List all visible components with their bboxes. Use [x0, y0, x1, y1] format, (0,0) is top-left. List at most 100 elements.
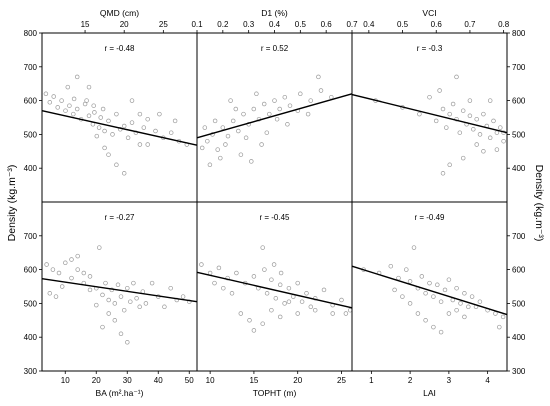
data-point [433, 118, 439, 124]
data-point [407, 301, 413, 306]
correlation-label-lai: r = -0.49 [414, 213, 445, 222]
data-point [44, 262, 49, 267]
data-point [298, 91, 303, 97]
data-point [500, 314, 506, 320]
data-point [247, 318, 252, 323]
trend-line-ba [41, 278, 198, 303]
data-point [419, 274, 425, 279]
x-tick-label: 0.2 [217, 20, 229, 29]
data-point [447, 162, 452, 168]
data-point [308, 304, 314, 310]
data-point [277, 314, 283, 320]
data-point [487, 135, 493, 141]
data-point [187, 299, 192, 304]
data-point [53, 294, 59, 299]
data-point [438, 299, 444, 304]
y-tick-label: 500 [512, 299, 526, 308]
panel-lai: r = -0.49 1 2 3 4 LAI 400 500 600 700 [351, 201, 526, 398]
data-point [282, 301, 287, 306]
y-tick-label: 700 [512, 63, 526, 72]
x-axis-label-lai: LAI [423, 388, 436, 398]
trend-line-topht [196, 271, 353, 309]
data-point [110, 132, 115, 137]
panel-topht: r = -0.45 10 15 20 25 TOPHT (m) [196, 201, 353, 398]
data-point [55, 105, 60, 110]
data-point [469, 294, 475, 299]
data-point [141, 125, 147, 130]
x-tick-label: 1 [369, 376, 374, 385]
data-point [431, 294, 436, 299]
data-point [128, 299, 133, 304]
data-point [212, 118, 218, 124]
data-point [487, 98, 493, 103]
data-point [137, 111, 143, 117]
data-point [65, 84, 71, 90]
data-point [230, 118, 236, 124]
data-point [423, 291, 428, 296]
x-axis-label-d1: D1 (%) [261, 8, 288, 18]
x-tick-label: 25 [159, 20, 168, 29]
data-point [205, 138, 210, 144]
x-tick-label: 50 [185, 376, 194, 385]
data-point [172, 118, 178, 124]
x-tick-label: 40 [154, 376, 163, 385]
data-point [407, 279, 413, 284]
data-point [229, 291, 235, 296]
data-point [241, 111, 246, 117]
data-point [282, 94, 288, 100]
data-point [392, 287, 397, 293]
data-point [474, 142, 479, 147]
data-point [43, 91, 49, 97]
x-tick-label: 3 [447, 376, 452, 385]
data-point [400, 294, 405, 299]
data-point [180, 294, 186, 299]
data-point [494, 147, 500, 152]
y-tick-label: 300 [512, 367, 526, 376]
data-point [50, 267, 56, 272]
x-tick-label: 10 [61, 376, 70, 385]
data-point [454, 74, 459, 80]
data-point [143, 301, 149, 306]
data-point [305, 111, 311, 117]
data-point [435, 282, 440, 288]
y-tick-label: 700 [24, 232, 38, 241]
data-point [312, 307, 318, 313]
data-point [454, 307, 459, 313]
data-point [56, 270, 62, 276]
x-axis-label-qmd: QMD (cm) [100, 8, 139, 18]
data-point [125, 285, 130, 291]
data-point [218, 155, 223, 161]
data-point [444, 125, 449, 130]
data-point [411, 245, 417, 250]
data-point [234, 270, 239, 276]
correlation-label-vci: r = -0.3 [417, 44, 443, 53]
data-point [467, 113, 473, 119]
data-point [446, 277, 452, 282]
data-point [100, 106, 106, 112]
data-point [121, 123, 127, 129]
data-point [63, 108, 68, 113]
data-point [427, 94, 432, 100]
data-point [477, 299, 483, 304]
data-point [251, 328, 257, 333]
data-point [87, 287, 93, 293]
data-point [47, 291, 53, 296]
y-tick-label: 400 [512, 333, 526, 342]
data-point [102, 128, 107, 134]
x-tick-label: 15 [249, 376, 258, 385]
correlation-label-topht: r = -0.45 [259, 213, 290, 222]
data-point [481, 111, 486, 117]
data-point [212, 280, 217, 286]
data-point [114, 162, 119, 168]
x-tick-label: 0.6 [321, 20, 333, 29]
data-point [96, 125, 102, 130]
data-point [168, 130, 174, 135]
correlation-label-qmd: r = -0.48 [104, 44, 135, 53]
data-point [103, 280, 108, 286]
data-point [277, 282, 283, 288]
data-point [249, 159, 254, 164]
data-point [501, 138, 506, 144]
data-point [106, 297, 111, 303]
data-point [260, 321, 265, 326]
data-point [286, 299, 292, 304]
